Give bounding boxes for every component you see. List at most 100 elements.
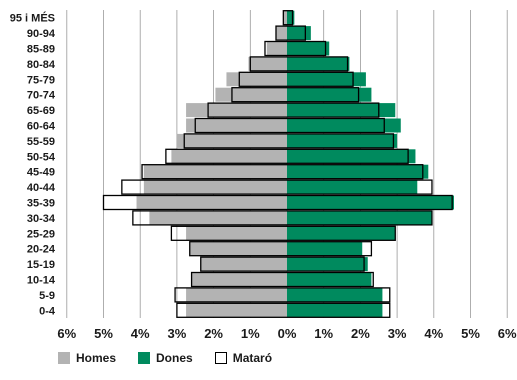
bar-homes [143, 164, 287, 179]
bar-dones [287, 287, 383, 302]
x-tick-label: 2% [204, 326, 223, 341]
bar-dones [287, 257, 368, 272]
category-label: 10-14 [27, 275, 56, 287]
category-label: 80-84 [27, 59, 56, 71]
outline-mataro [170, 225, 396, 241]
outline-mataro [207, 102, 380, 118]
x-tick-label: 5% [94, 326, 113, 341]
bar-homes [186, 226, 287, 241]
category-label: 90-94 [27, 28, 56, 40]
outline-mataro [174, 287, 391, 303]
outline-mataro [102, 194, 453, 211]
bar-homes [189, 241, 287, 256]
category-label: 15-19 [27, 259, 55, 271]
legend-item-dones: Dones [138, 351, 193, 365]
category-label: 45-49 [27, 167, 55, 179]
bar-dones [287, 149, 416, 164]
category-label: 40-44 [27, 182, 56, 194]
outline-mataro [121, 179, 433, 195]
outline-mataro [132, 210, 433, 226]
bar-homes [186, 303, 287, 318]
bar-dones [287, 133, 398, 148]
legend-swatch-mataro [214, 352, 227, 364]
category-label: 35-39 [27, 198, 55, 210]
x-tick-label: 1% [314, 326, 333, 341]
x-tick-label: 0% [278, 326, 297, 341]
bar-homes [266, 41, 287, 56]
category-label: 75-79 [27, 74, 55, 86]
legend-label-dones: Dones [156, 351, 193, 365]
bar-homes [136, 195, 287, 210]
x-tick-label: 4% [131, 326, 150, 341]
outline-mataro [183, 133, 395, 149]
category-label: 0-4 [39, 305, 56, 317]
outline-mataro [141, 164, 424, 180]
bar-homes [283, 10, 287, 25]
legend-label-mataro: Mataró [232, 351, 273, 365]
bar-dones [287, 72, 366, 87]
bar-homes [186, 287, 287, 302]
outline-mataro [189, 241, 373, 257]
bar-homes [248, 56, 287, 71]
bar-homes [226, 72, 287, 87]
x-tick-label: 1% [241, 326, 260, 341]
x-tick-label: 3% [168, 326, 187, 341]
outline-mataro [165, 148, 409, 164]
bar-dones [287, 241, 363, 256]
outline-mataro [238, 71, 354, 87]
legend-item-homes: Homes [58, 351, 116, 365]
bar-homes [143, 180, 287, 195]
category-label: 60-64 [27, 121, 56, 133]
outline-mataro [275, 25, 306, 41]
chart-legend: Homes Dones Mataró [58, 347, 272, 369]
bar-homes [191, 272, 287, 287]
category-label: 65-69 [27, 105, 55, 117]
category-label: 70-74 [27, 90, 56, 102]
bar-dones [287, 180, 418, 195]
bar-dones [287, 26, 311, 41]
bar-homes [149, 210, 287, 225]
x-tick-label: 5% [461, 326, 480, 341]
bar-dones [287, 118, 401, 133]
bar-dones [287, 195, 454, 210]
legend-item-mataro: Mataró [214, 351, 273, 365]
outline-mataro [264, 40, 327, 57]
bar-dones [287, 87, 372, 102]
legend-swatch-homes [58, 352, 70, 364]
category-label: 50-54 [27, 151, 56, 163]
bar-dones [287, 272, 372, 287]
x-tick-label: 2% [351, 326, 370, 341]
category-label: 55-59 [27, 136, 55, 148]
bar-homes [186, 103, 287, 118]
outline-mataro [282, 10, 294, 26]
category-label: 85-89 [27, 44, 55, 56]
bar-homes [275, 26, 287, 41]
bar-dones [287, 164, 429, 179]
category-label: 25-29 [27, 228, 55, 240]
x-tick-label: 6% [498, 326, 517, 341]
outline-mataro [194, 117, 385, 134]
bar-homes [176, 133, 287, 148]
category-label: 20-24 [27, 244, 56, 256]
bar-homes [171, 149, 287, 164]
bar-dones [287, 10, 295, 25]
legend-swatch-dones [138, 352, 151, 364]
outline-mataro [249, 56, 349, 72]
bar-homes [186, 118, 287, 133]
x-tick-label: 6% [57, 326, 76, 341]
category-label: 5-9 [39, 290, 55, 302]
outline-mataro [176, 302, 391, 318]
outline-mataro [200, 256, 365, 272]
bar-homes [215, 87, 287, 102]
bar-dones [287, 303, 383, 318]
legend-label-homes: Homes [76, 351, 117, 365]
bar-dones [287, 56, 350, 71]
category-label: 95 i MÉS [10, 12, 55, 25]
population-pyramid-chart: 95 i MÉS 90-94 85-89 80-84 75-79 70-74 65-69 60… [10, 10, 517, 341]
bar-dones [287, 226, 396, 241]
category-label: 30-34 [27, 213, 56, 225]
bar-homes [200, 257, 287, 272]
bar-dones [287, 103, 396, 118]
x-tick-label: 3% [388, 326, 407, 341]
outline-mataro [190, 271, 374, 288]
